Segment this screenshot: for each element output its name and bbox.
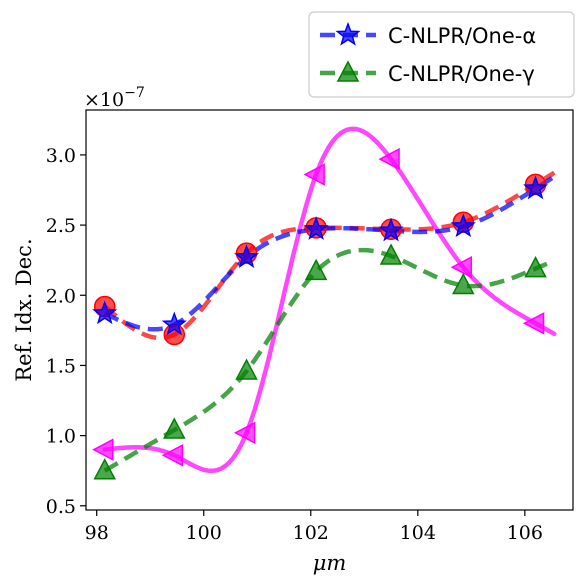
data-point-green <box>524 255 547 278</box>
y-tick-label: 0.5 <box>46 496 76 518</box>
data-point-magenta <box>378 147 400 171</box>
data-point-green <box>304 258 328 281</box>
y-tick-label: 2.5 <box>46 215 76 237</box>
y-axis-label: Ref. Idx. Dec. <box>12 238 36 381</box>
data-point-blue <box>234 244 260 269</box>
data-point-magenta <box>450 255 473 279</box>
y-tick-label: 2.0 <box>46 285 76 307</box>
data-point-blue <box>303 216 329 240</box>
y-multiplier-exponent: −7 <box>124 85 145 101</box>
data-point-green <box>93 458 116 480</box>
series-markers <box>92 147 549 480</box>
data-point-magenta <box>92 438 114 461</box>
x-axis-ticks: 98 100 102 104 106 <box>85 510 543 544</box>
x-tick-label: 98 <box>85 522 109 544</box>
legend-marker-green <box>336 60 360 82</box>
y-axis-ticks: 0.5 1.0 1.5 2.0 2.5 3.0 <box>46 145 86 518</box>
data-point-green <box>379 243 403 265</box>
data-point-blue <box>450 213 476 238</box>
y-axis-multiplier: ×10−7 <box>84 85 145 111</box>
data-point-magenta <box>303 163 325 186</box>
data-point-green <box>452 272 475 295</box>
y-tick-label: 1.0 <box>46 426 76 448</box>
series-curves <box>102 126 557 474</box>
series-line-blue <box>103 174 556 332</box>
data-point-blue <box>378 217 404 242</box>
data-point-blue <box>92 300 118 325</box>
y-tick-label: 3.0 <box>46 145 76 167</box>
data-point-magenta <box>161 444 184 467</box>
plot-frame <box>85 109 574 511</box>
x-axis-label: μm <box>313 551 347 575</box>
series-line-green <box>103 247 556 473</box>
data-point-blue <box>161 311 187 336</box>
series-line-magenta <box>102 126 557 474</box>
data-point-green <box>235 358 258 380</box>
series-line-red <box>103 170 556 341</box>
legend-label-blue: C-NLPR/One-α <box>388 24 536 48</box>
x-tick-label: 102 <box>293 522 329 544</box>
data-point-blue <box>523 175 549 200</box>
data-point-green <box>163 417 186 439</box>
y-multiplier-base: ×10 <box>84 89 124 111</box>
legend-marker-blue <box>335 21 361 46</box>
x-tick-label: 104 <box>400 522 436 544</box>
data-point-magenta <box>233 421 256 445</box>
legend: C-NLPR/One-α C-NLPR/One-γ <box>308 11 575 98</box>
y-tick-label: 1.5 <box>46 355 76 377</box>
data-point-magenta <box>522 312 545 335</box>
legend-label-green: C-NLPR/One-γ <box>388 62 535 86</box>
x-tick-label: 100 <box>186 522 222 544</box>
x-tick-label: 106 <box>507 522 543 544</box>
